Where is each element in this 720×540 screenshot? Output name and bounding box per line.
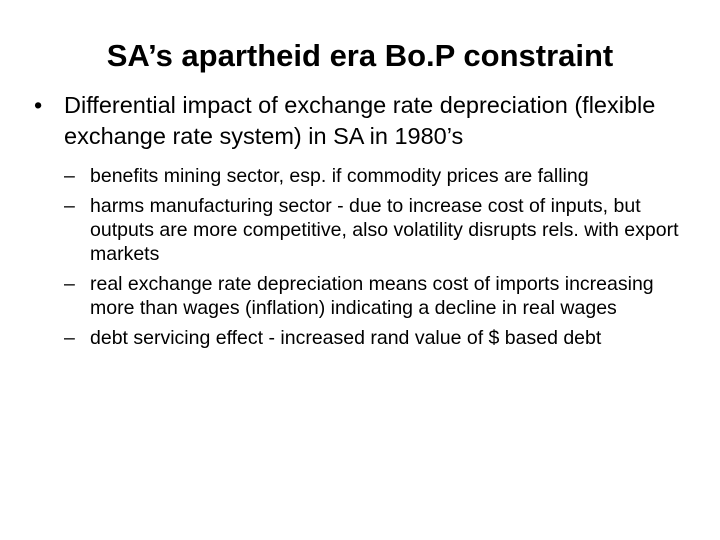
sub-bullet-text: benefits mining sector, esp. if commodit…	[90, 165, 589, 187]
sub-bullet-text: real exchange rate depreciation means co…	[90, 273, 654, 319]
bullet-text: Differential impact of exchange rate dep…	[64, 92, 656, 149]
sub-bullet-marker: –	[64, 165, 75, 187]
sub-bullet-text: debt servicing effect - increased rand v…	[90, 327, 602, 349]
sub-bullet-marker: –	[64, 195, 75, 217]
sub-bullet-marker: –	[64, 273, 75, 295]
sub-bullet-item: – harms manufacturing sector - due to in…	[64, 194, 692, 266]
sub-bullet-text: harms manufacturing sector - due to incr…	[90, 195, 679, 265]
bullet-item: • Differential impact of exchange rate d…	[32, 90, 692, 152]
bullet-marker: •	[34, 92, 43, 118]
sub-bullet-list: – benefits mining sector, esp. if commod…	[32, 164, 692, 350]
sub-bullet-marker: –	[64, 327, 75, 349]
sub-bullet-item: – debt servicing effect - increased rand…	[64, 326, 692, 350]
slide-title: SA’s apartheid era Bo.P constraint	[106, 38, 614, 73]
sub-bullet-item: – benefits mining sector, esp. if commod…	[64, 164, 692, 188]
sub-bullet-item: – real exchange rate depreciation means …	[64, 272, 692, 320]
bullet-list: • Differential impact of exchange rate d…	[32, 90, 692, 356]
